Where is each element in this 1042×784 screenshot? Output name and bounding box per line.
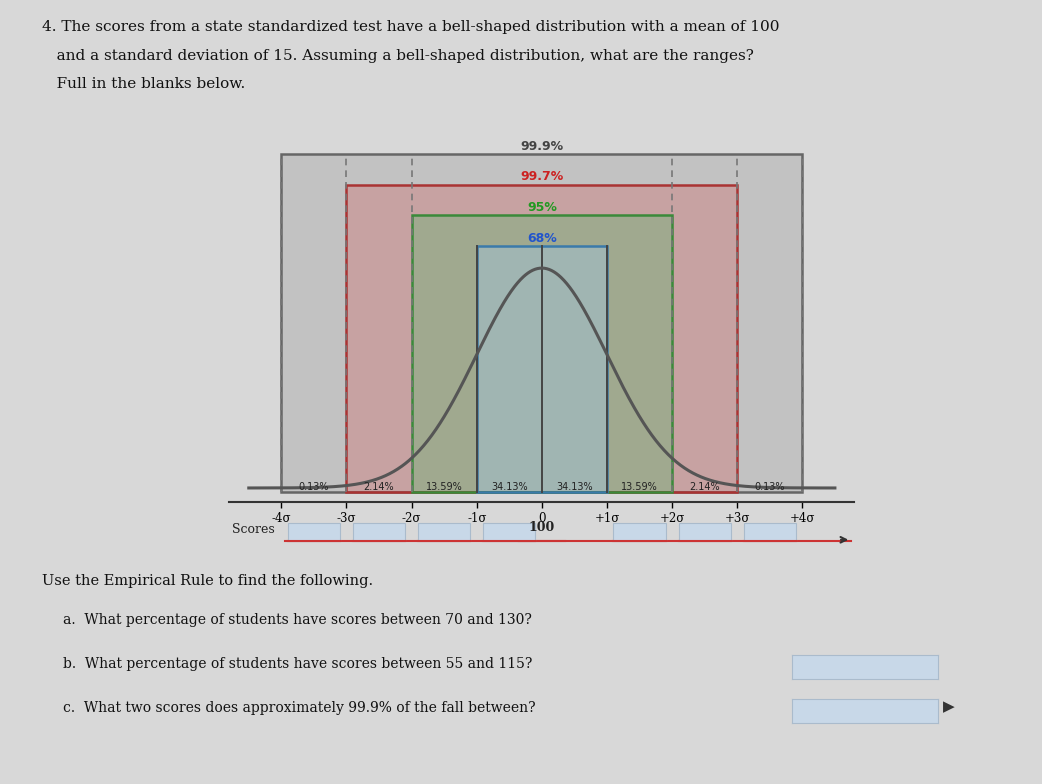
Text: b.  What percentage of students have scores between 55 and 115?: b. What percentage of students have scor…: [63, 657, 531, 671]
Text: and a standard deviation of 15. Assuming a bell-shaped distribution, what are th: and a standard deviation of 15. Assuming…: [42, 49, 753, 63]
Text: 13.59%: 13.59%: [426, 482, 463, 492]
Bar: [412, 216, 672, 492]
Text: 68%: 68%: [527, 232, 556, 245]
Text: 0.13%: 0.13%: [754, 482, 785, 492]
Text: 2.14%: 2.14%: [364, 482, 394, 492]
Bar: [614, 523, 666, 541]
Text: 2.14%: 2.14%: [690, 482, 720, 492]
Bar: [678, 523, 730, 541]
Text: 95%: 95%: [527, 201, 556, 214]
Text: 34.13%: 34.13%: [556, 482, 593, 492]
Bar: [281, 154, 802, 492]
Text: 34.13%: 34.13%: [491, 482, 527, 492]
Text: 100: 100: [528, 521, 555, 534]
Text: 13.59%: 13.59%: [621, 482, 658, 492]
Bar: [744, 523, 796, 541]
Text: c.  What two scores does approximately 99.9% of the fall between?: c. What two scores does approximately 99…: [63, 701, 536, 715]
Bar: [288, 523, 340, 541]
Text: 99.9%: 99.9%: [520, 140, 564, 153]
Bar: [346, 184, 737, 492]
Bar: [346, 184, 737, 492]
Bar: [476, 246, 606, 492]
Text: 4. The scores from a state standardized test have a bell-shaped distribution wit: 4. The scores from a state standardized …: [42, 20, 779, 34]
Text: 0.13%: 0.13%: [299, 482, 329, 492]
Text: 99.7%: 99.7%: [520, 170, 564, 183]
Bar: [476, 246, 606, 492]
Text: ▶: ▶: [943, 699, 954, 714]
Text: Use the Empirical Rule to find the following.: Use the Empirical Rule to find the follo…: [42, 574, 373, 588]
Text: a.  What percentage of students have scores between 70 and 130?: a. What percentage of students have scor…: [63, 613, 531, 627]
Bar: [353, 523, 405, 541]
Text: Full in the blanks below.: Full in the blanks below.: [42, 77, 245, 91]
Text: Scores: Scores: [232, 522, 275, 535]
Bar: [412, 216, 672, 492]
Bar: [418, 523, 470, 541]
Bar: [483, 523, 536, 541]
Bar: [281, 154, 802, 492]
